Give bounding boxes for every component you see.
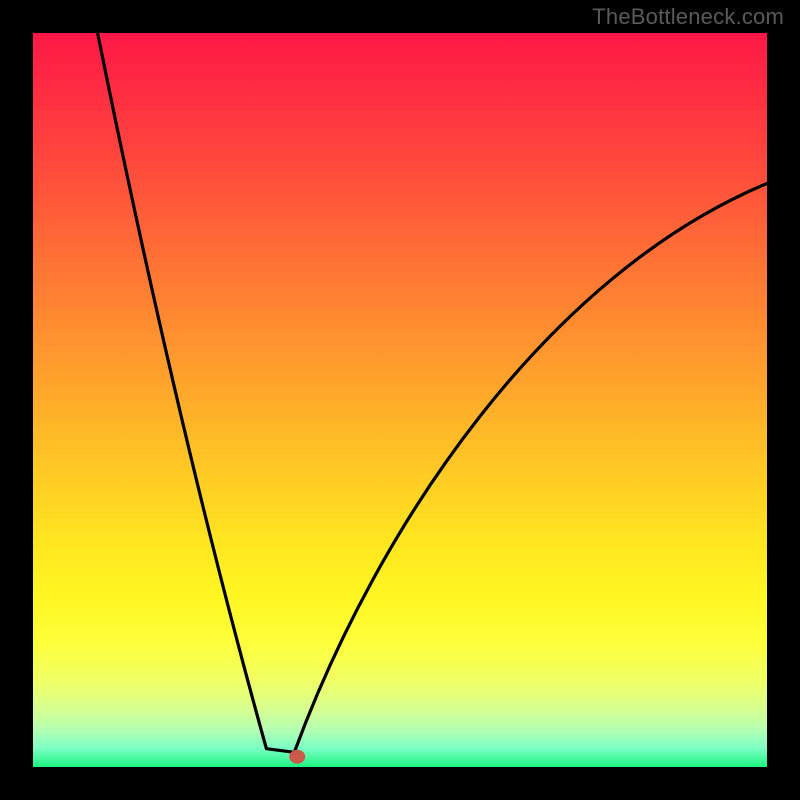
watermark-text: TheBottleneck.com [592, 4, 784, 30]
plot-area [33, 33, 767, 767]
chart-frame: TheBottleneck.com [0, 0, 800, 800]
plot-svg [33, 33, 767, 767]
gradient-background [33, 33, 767, 767]
optimum-marker [289, 750, 305, 764]
